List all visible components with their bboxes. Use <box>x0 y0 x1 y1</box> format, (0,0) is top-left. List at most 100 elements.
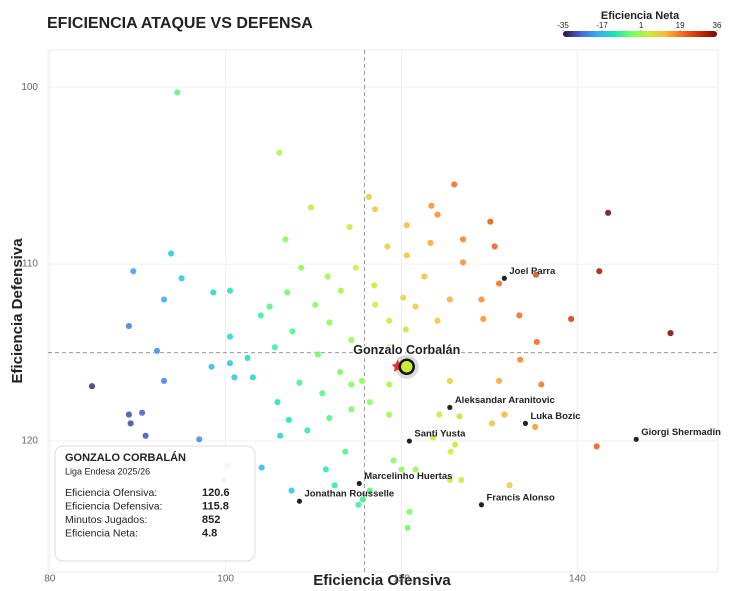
point <box>331 481 339 489</box>
point <box>226 359 234 367</box>
point <box>160 295 168 304</box>
point <box>88 382 96 390</box>
point <box>479 315 487 323</box>
point <box>427 202 435 210</box>
point <box>385 317 393 325</box>
point <box>138 409 146 417</box>
annotated-point <box>522 420 529 426</box>
colorbar-tick-label: 36 <box>713 21 722 30</box>
point <box>533 338 541 346</box>
point <box>435 347 443 355</box>
point <box>336 368 344 376</box>
annotated-point <box>406 438 412 444</box>
point <box>457 476 465 484</box>
colorbar <box>563 31 717 37</box>
point <box>337 287 345 295</box>
info-value: 115.8 <box>202 500 229 512</box>
point <box>385 410 393 419</box>
annotation-label: Francis Alonso <box>486 492 554 503</box>
point <box>352 264 360 272</box>
info-label: Eficiencia Ofensiva: <box>65 487 157 499</box>
point <box>358 377 366 385</box>
point <box>506 481 514 489</box>
point <box>347 405 355 413</box>
annotated-point <box>501 275 507 281</box>
point <box>371 205 379 213</box>
point <box>297 264 305 272</box>
point <box>226 333 234 341</box>
annotated-point <box>633 436 639 442</box>
point <box>354 501 362 509</box>
annotation-label: Giorgi Shermadin <box>641 427 721 438</box>
point <box>276 432 284 440</box>
colorbar-tick-label: 19 <box>676 21 685 30</box>
point <box>459 258 467 266</box>
annotation-label: Luka Bozic <box>530 411 580 422</box>
point <box>366 398 374 406</box>
point <box>370 281 378 289</box>
point <box>266 303 274 311</box>
point <box>303 426 311 434</box>
info-subtitle: Liga Endesa 2025/26 <box>65 466 150 476</box>
point <box>142 432 150 440</box>
point <box>567 315 575 323</box>
point <box>209 288 217 296</box>
point <box>307 203 315 212</box>
plot-layer: Joel Parra Aleksandar Aranitovic Luka Bozi… <box>48 50 721 572</box>
point <box>288 487 296 495</box>
colorbar-title: Eficiencia Neta <box>601 10 680 22</box>
point <box>322 465 330 473</box>
colorbar-tick-label: 1 <box>639 21 644 30</box>
info-value: 4.8 <box>202 527 217 539</box>
x-tick-label: 140 <box>569 574 586 585</box>
point <box>402 326 410 334</box>
point <box>405 508 413 516</box>
point <box>595 267 603 275</box>
point <box>244 354 252 362</box>
point <box>271 343 279 351</box>
annotation-label: Joel Parra <box>509 266 556 277</box>
point <box>411 465 420 473</box>
point <box>125 322 133 330</box>
colorbar-tick-label: -35 <box>557 21 569 30</box>
point <box>426 239 435 247</box>
highlight-label: Gonzalo Corbalán <box>353 343 460 357</box>
info-box <box>54 445 256 562</box>
point <box>429 433 437 442</box>
annotation-label: Jonathan Rousselle <box>304 489 394 500</box>
point <box>366 487 374 495</box>
point <box>385 343 393 351</box>
point <box>516 356 524 364</box>
point <box>249 373 257 381</box>
point <box>450 180 458 189</box>
point <box>258 464 266 472</box>
point <box>129 267 137 275</box>
chart-title: EFICIENCIA ATAQUE VS DEFENSA <box>47 15 313 32</box>
point <box>433 317 442 325</box>
annotated-point <box>296 498 303 504</box>
x-tick-label: 80 <box>44 574 56 585</box>
point <box>532 271 540 279</box>
point <box>433 211 442 219</box>
info-label: Eficiencia Neta: <box>65 527 138 539</box>
point <box>127 419 135 427</box>
point <box>486 218 494 226</box>
point <box>383 242 391 250</box>
point <box>207 363 216 371</box>
point <box>285 416 293 424</box>
point <box>173 88 181 97</box>
point <box>160 377 168 385</box>
x-tick-label: 100 <box>217 574 234 585</box>
y-tick-label: 110 <box>22 259 38 270</box>
point <box>403 251 411 259</box>
info-value: 120.6 <box>202 487 230 499</box>
point <box>420 272 428 281</box>
point <box>411 303 420 311</box>
point <box>311 301 319 309</box>
point <box>385 380 393 388</box>
point <box>604 209 612 217</box>
point <box>195 435 203 443</box>
point <box>447 448 455 456</box>
point <box>257 311 265 319</box>
point <box>153 347 161 355</box>
